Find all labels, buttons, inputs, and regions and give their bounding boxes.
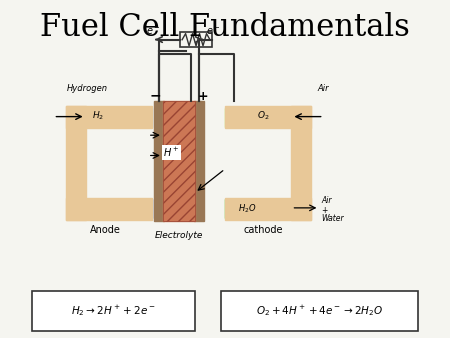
- Bar: [194, 101, 203, 221]
- Bar: [292, 106, 311, 220]
- Text: $H_2 \rightarrow 2H^+ + 2e^-$: $H_2 \rightarrow 2H^+ + 2e^-$: [71, 304, 156, 318]
- Text: Fuel Cell Fundamentals: Fuel Cell Fundamentals: [40, 12, 410, 43]
- Bar: [225, 199, 292, 218]
- Bar: [163, 101, 195, 221]
- Text: $e^-$: $e^-$: [146, 26, 161, 38]
- Bar: [180, 32, 212, 47]
- Text: $e^-$: $e^-$: [206, 26, 220, 38]
- Text: $H_2$: $H_2$: [92, 109, 104, 122]
- Text: $O_2 + 4H^+ + 4e^- \rightarrow 2H_2O$: $O_2 + 4H^+ + 4e^- \rightarrow 2H_2O$: [256, 304, 383, 318]
- Bar: [66, 106, 152, 128]
- Bar: [225, 108, 292, 127]
- Bar: [225, 198, 311, 220]
- Text: $H^+$: $H^+$: [163, 146, 180, 159]
- Text: cathode: cathode: [244, 225, 284, 235]
- Text: +: +: [198, 90, 208, 103]
- Text: Air: Air: [317, 84, 329, 93]
- Bar: [163, 101, 195, 221]
- Bar: [154, 101, 164, 221]
- Bar: [66, 106, 86, 220]
- Text: Anode: Anode: [90, 225, 120, 235]
- Bar: [225, 106, 311, 128]
- Text: Hydrogen: Hydrogen: [66, 84, 107, 93]
- Bar: [66, 198, 152, 220]
- Text: $H_2O$: $H_2O$: [238, 202, 256, 215]
- FancyBboxPatch shape: [32, 291, 195, 331]
- Bar: [86, 108, 152, 127]
- FancyBboxPatch shape: [220, 291, 418, 331]
- Text: Water: Water: [321, 214, 344, 223]
- Text: Air: Air: [321, 196, 332, 205]
- Text: $O_2$: $O_2$: [257, 109, 270, 122]
- Bar: [86, 199, 152, 218]
- Text: Electrolyte: Electrolyte: [155, 231, 203, 240]
- Text: +: +: [321, 206, 328, 215]
- Text: −: −: [150, 89, 162, 103]
